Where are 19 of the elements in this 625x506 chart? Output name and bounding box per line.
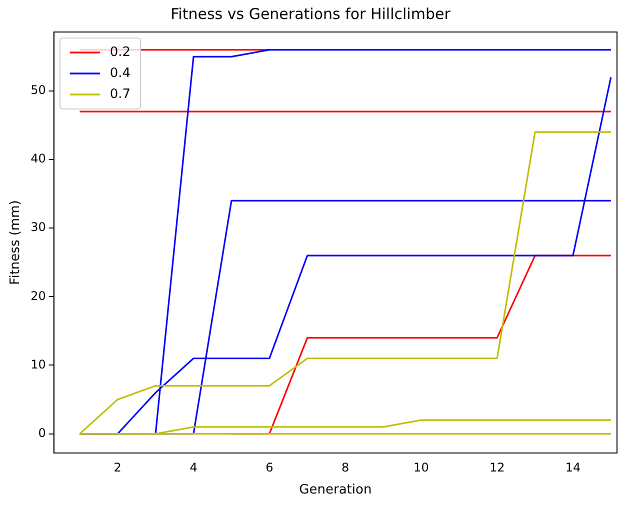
x-tick-label: 12 (489, 460, 505, 474)
y-tick-label: 0 (38, 426, 46, 440)
x-tick-label: 8 (341, 460, 350, 474)
y-tick-label: 10 (30, 357, 46, 372)
x-tick-label: 4 (190, 460, 198, 474)
legend-label: 0.7 (110, 86, 131, 102)
legend-label: 0.4 (110, 66, 131, 81)
legend-label: 0.2 (110, 44, 131, 60)
y-tick-label: 50 (30, 83, 46, 98)
y-tick-label: 40 (30, 152, 46, 166)
y-tick-label: 20 (30, 288, 46, 303)
x-axis-title: Generation (299, 482, 372, 498)
y-axis-title: Fitness (mm) (8, 200, 24, 285)
x-tick-label: 10 (414, 460, 429, 474)
chart-title: Fitness vs Generations for Hillclimber (170, 4, 452, 23)
y-tick-label: 30 (30, 220, 46, 234)
x-tick-label: 14 (565, 460, 581, 474)
x-tick-label: 6 (266, 460, 274, 474)
x-tick-label: 2 (114, 460, 122, 474)
